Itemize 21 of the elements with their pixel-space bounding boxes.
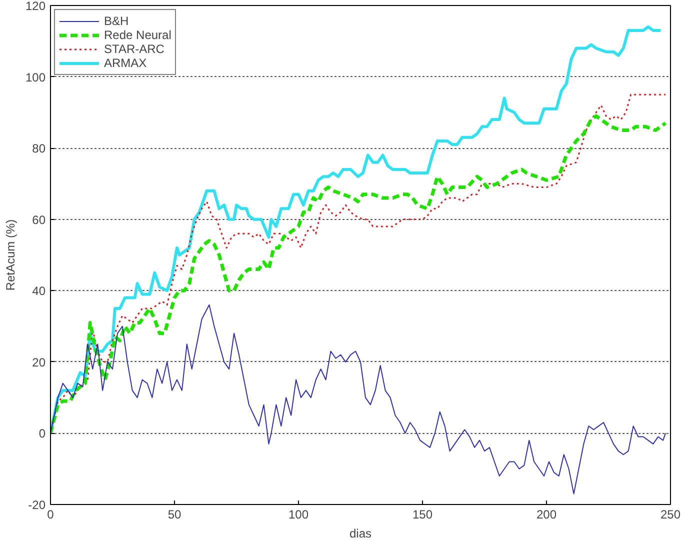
- x-tick-label: 100: [288, 508, 309, 522]
- y-tick-label: 0: [38, 426, 46, 441]
- y-tick-label: 100: [25, 70, 46, 84]
- x-tick-label: 0: [47, 508, 54, 522]
- x-axis-title: dias: [349, 526, 372, 540]
- y-tick-label: 120: [25, 0, 46, 13]
- x-tick-label: 50: [168, 508, 182, 522]
- x-tick-label: 150: [412, 508, 433, 522]
- legend-label: B&H: [104, 14, 129, 28]
- legend-label: ARMAX: [104, 56, 147, 70]
- y-tick-label: -20: [28, 498, 46, 512]
- y-tick-label: 20: [32, 355, 46, 370]
- x-tick-label: 250: [660, 508, 681, 522]
- y-tick-label: 40: [32, 284, 46, 298]
- x-tick-label: 200: [536, 508, 557, 522]
- legend-label: STAR-ARC: [104, 42, 164, 56]
- y-tick-label: 60: [32, 212, 46, 227]
- y-axis-title: RetAcum (%): [3, 219, 18, 291]
- line-series: [50, 304, 666, 494]
- y-tick-label: 80: [32, 142, 46, 156]
- legend-label: Rede Neural: [104, 28, 172, 42]
